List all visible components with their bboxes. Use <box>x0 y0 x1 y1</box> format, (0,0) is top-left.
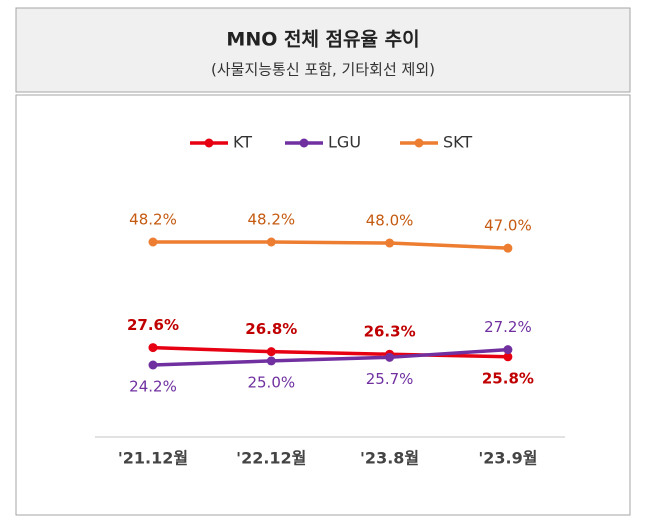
legend-label: LGU <box>328 133 361 152</box>
legend-label: SKT <box>443 133 472 152</box>
data-label: 25.8% <box>482 369 534 387</box>
chart-subtitle: (사물지능통신 포함, 기타회선 제외) <box>211 61 435 79</box>
data-point <box>266 347 276 357</box>
data-label: 47.0% <box>484 217 532 235</box>
legend-marker <box>204 138 214 148</box>
legend-marker <box>414 138 424 148</box>
data-point <box>503 345 513 355</box>
chart-title: MNO 전체 점유율 추이 <box>226 29 419 51</box>
header-box <box>15 7 631 93</box>
series-line <box>152 345 508 359</box>
data-point <box>385 238 395 248</box>
data-point <box>503 352 513 362</box>
series-line <box>152 347 509 367</box>
data-point <box>385 352 395 362</box>
data-label: 26.3% <box>364 323 416 341</box>
data-label: 25.7% <box>366 370 414 388</box>
plot-panel <box>15 94 631 516</box>
data-point <box>148 360 158 370</box>
data-point <box>266 356 276 366</box>
data-label: 27.6% <box>127 316 179 334</box>
x-tick-label: '21.12월 <box>118 449 188 468</box>
data-label: 48.0% <box>366 212 414 230</box>
data-point <box>148 343 158 353</box>
data-point <box>266 237 276 247</box>
data-label: 48.2% <box>129 211 177 229</box>
series-line <box>153 240 508 250</box>
data-label: 27.2% <box>484 318 532 336</box>
x-tick-label: '23.8월 <box>360 449 419 468</box>
data-point <box>503 243 513 253</box>
data-point <box>148 237 158 247</box>
data-label: 26.8% <box>245 320 297 338</box>
data-label: 48.2% <box>247 211 295 229</box>
x-tick-label: '22.12월 <box>236 449 306 468</box>
x-tick-label: '23.9월 <box>478 449 537 468</box>
data-label: 24.2% <box>129 378 177 396</box>
data-label: 25.0% <box>247 373 295 391</box>
legend-marker <box>299 138 309 148</box>
legend-label: KT <box>233 133 252 152</box>
